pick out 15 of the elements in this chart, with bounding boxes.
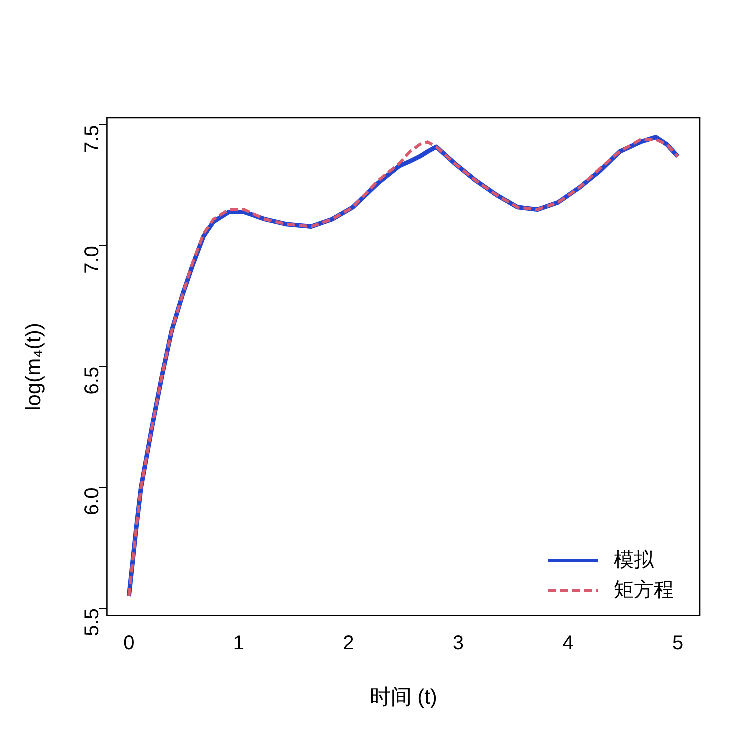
x-tick-label: 4 bbox=[562, 632, 574, 654]
x-tick-label: 5 bbox=[672, 632, 684, 654]
x-tick-label: 3 bbox=[452, 632, 464, 654]
y-tick-label: 7.0 bbox=[82, 246, 104, 274]
legend-label: 矩方程 bbox=[614, 578, 674, 602]
y-axis-title: log(m₄(t)) bbox=[22, 322, 46, 411]
x-axis-title: 时间 (t) bbox=[370, 686, 438, 710]
legend-label: 模拟 bbox=[614, 549, 655, 572]
x-tick-label: 2 bbox=[343, 632, 354, 654]
x-tick-label: 0 bbox=[124, 632, 135, 654]
x-tick-label: 1 bbox=[233, 632, 244, 654]
y-tick-label: 6.5 bbox=[82, 366, 104, 395]
y-tick-label: 6.0 bbox=[82, 488, 104, 516]
y-tick-label: 7.5 bbox=[82, 125, 104, 154]
y-tick-label: 5.5 bbox=[82, 608, 104, 636]
